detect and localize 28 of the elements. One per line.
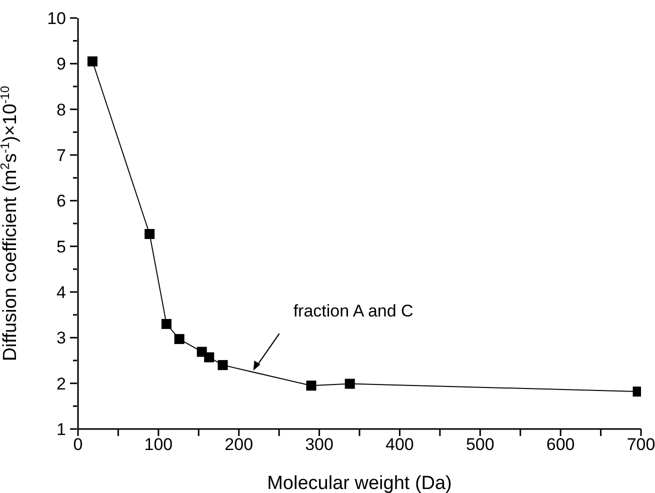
x-tick-label: 400 — [386, 435, 414, 454]
y-tick-label: 8 — [56, 100, 66, 120]
point — [306, 380, 316, 391]
point — [87, 56, 98, 66]
point — [161, 318, 172, 329]
x-axis-title: Molecular weight (Da) — [267, 473, 452, 493]
x-tick-label: 300 — [305, 435, 334, 454]
point — [174, 334, 184, 344]
y-tick-label: 4 — [56, 283, 66, 302]
x-tick-label: 700 — [626, 435, 655, 454]
x-tick-label: 200 — [224, 435, 254, 454]
x-tick-label: 100 — [144, 435, 173, 454]
y-tick-label: 5 — [56, 237, 66, 256]
x-tick-label: 500 — [466, 435, 494, 454]
point — [218, 360, 228, 370]
x-tick-label: 0 — [73, 435, 83, 454]
point — [144, 229, 155, 240]
annotation: fraction A and C — [293, 302, 414, 321]
y-tick-label: 2 — [56, 374, 66, 394]
y-tick-label: 1 — [56, 420, 66, 439]
y-tick-label: 6 — [56, 192, 66, 211]
y-tick-label: 9 — [56, 54, 66, 74]
y-tick-label: 3 — [56, 328, 66, 348]
y-tick-label: 10 — [47, 9, 66, 28]
point — [204, 352, 214, 362]
y-tick-label: 7 — [56, 146, 66, 165]
point — [344, 378, 355, 389]
x-tick-label: 600 — [546, 435, 575, 454]
